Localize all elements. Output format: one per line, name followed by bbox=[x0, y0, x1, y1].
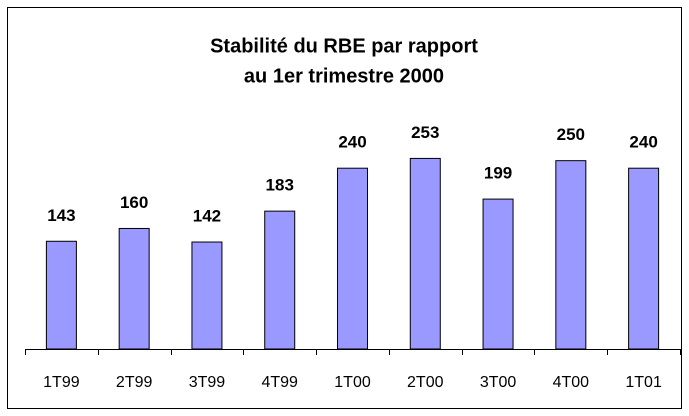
value-label: 183 bbox=[266, 176, 294, 195]
value-label: 160 bbox=[120, 193, 148, 212]
chart-title: Stabilité du RBE par rapport bbox=[210, 35, 478, 57]
bar bbox=[45, 240, 77, 350]
x-tick-label: 2T99 bbox=[116, 374, 153, 391]
bar bbox=[555, 160, 587, 350]
x-tick-label: 1T00 bbox=[334, 374, 371, 391]
bar bbox=[191, 241, 223, 350]
x-tick-label: 3T00 bbox=[480, 374, 517, 391]
bar bbox=[264, 210, 296, 350]
value-label: 253 bbox=[411, 123, 439, 142]
bar bbox=[337, 167, 368, 350]
value-label: 240 bbox=[338, 133, 366, 152]
bar bbox=[482, 198, 514, 350]
bar bbox=[628, 167, 660, 350]
x-tick-label: 1T01 bbox=[625, 374, 662, 391]
x-tick-label: 4T00 bbox=[553, 374, 590, 391]
x-tick-label: 4T99 bbox=[261, 374, 298, 391]
x-tick-label: 3T99 bbox=[189, 374, 226, 391]
chart-title: au 1er trimestre 2000 bbox=[244, 65, 444, 87]
value-label: 240 bbox=[629, 133, 657, 152]
value-label: 199 bbox=[484, 164, 512, 183]
bar bbox=[409, 157, 441, 350]
bar bbox=[118, 227, 150, 350]
value-label: 142 bbox=[193, 207, 221, 226]
value-label: 250 bbox=[557, 125, 585, 144]
x-tick-label: 2T00 bbox=[407, 374, 444, 391]
value-label: 143 bbox=[47, 206, 75, 225]
x-tick-label: 1T99 bbox=[43, 374, 80, 391]
